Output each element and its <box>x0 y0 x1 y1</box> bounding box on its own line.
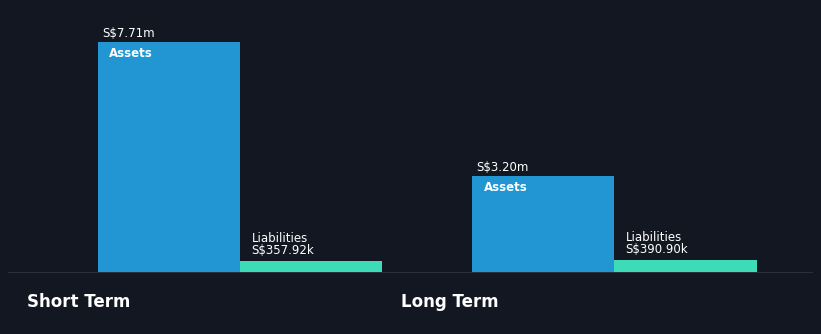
Bar <box>241 261 383 272</box>
Text: Long Term: Long Term <box>401 293 499 311</box>
Text: S$7.71m: S$7.71m <box>102 27 154 40</box>
Text: Liabilities: Liabilities <box>626 231 682 244</box>
Text: Assets: Assets <box>109 47 153 60</box>
Text: S$390.90k: S$390.90k <box>626 242 688 256</box>
Text: Short Term: Short Term <box>27 293 131 311</box>
Text: Liabilities: Liabilities <box>251 232 308 244</box>
Bar <box>472 176 614 272</box>
Text: S$3.20m: S$3.20m <box>476 161 529 174</box>
Text: S$357.92k: S$357.92k <box>251 243 314 257</box>
Bar <box>98 42 241 272</box>
Text: Assets: Assets <box>484 181 527 194</box>
Bar <box>614 260 757 272</box>
